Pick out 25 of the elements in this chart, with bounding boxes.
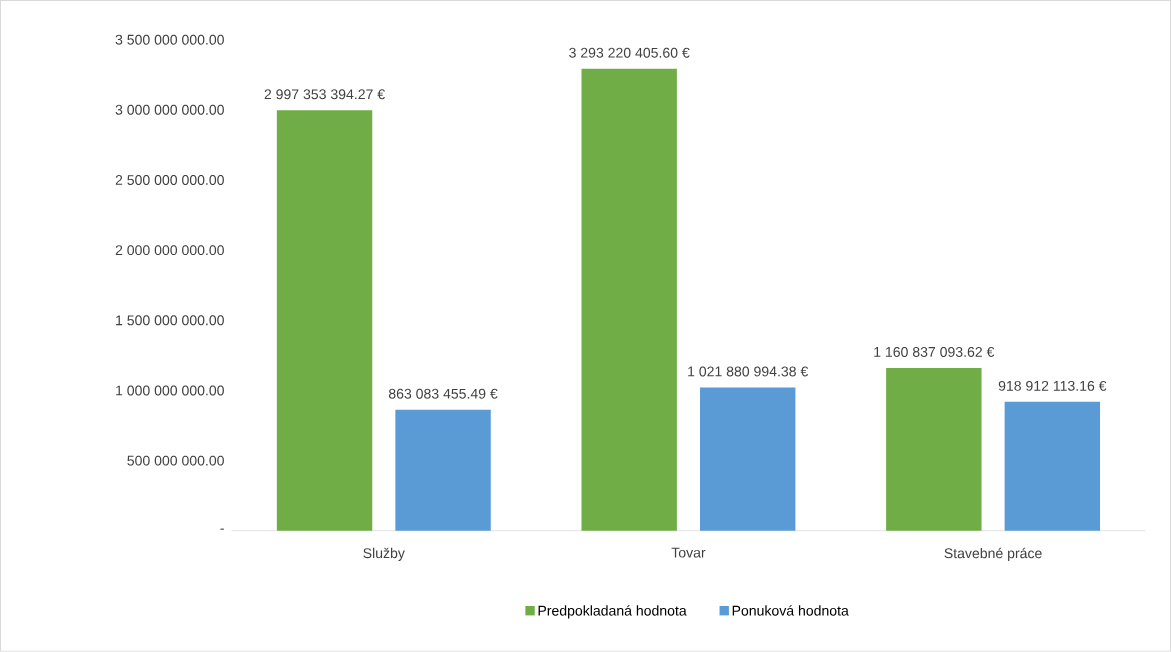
- legend-label: Ponuková hodnota: [732, 605, 849, 616]
- data-label: 2 997 353 394.27 €: [264, 89, 385, 100]
- x-tick-label: Tovar: [671, 547, 706, 558]
- bar: [276, 110, 373, 531]
- bar: [395, 409, 491, 531]
- data-label: 863 083 455.49 €: [388, 388, 498, 399]
- y-tick-label: -: [220, 528, 224, 530]
- bar: [1004, 401, 1101, 531]
- bar: [700, 387, 796, 531]
- y-tick-label: 1 500 000 000.00: [116, 315, 224, 326]
- y-tick-label: 500 000 000.00: [127, 455, 224, 466]
- y-tick-label: 2 500 000 000.00: [115, 175, 224, 186]
- y-tick-label: 3 500 000 000.00: [115, 34, 224, 45]
- data-label: 918 912 113.16 €: [998, 381, 1107, 391]
- legend-label: Predpokladaná hodnota: [538, 605, 687, 619]
- y-tick-label: 1 000 000 000.00: [116, 385, 224, 396]
- x-tick-label: Služby: [363, 547, 405, 562]
- y-tick-label: 3 000 000 000.00: [115, 104, 224, 115]
- data-label: 1 160 837 093.62 €: [874, 347, 995, 358]
- data-label: 3 293 220 405.60 €: [569, 47, 690, 58]
- bar: [581, 68, 677, 531]
- x-tick-label: Stavebné práce: [944, 547, 1042, 562]
- y-tick-label: 2 000 000 000.00: [115, 245, 224, 256]
- bar: [886, 367, 982, 531]
- data-label: 1 021 880 994.38 €: [688, 366, 809, 377]
